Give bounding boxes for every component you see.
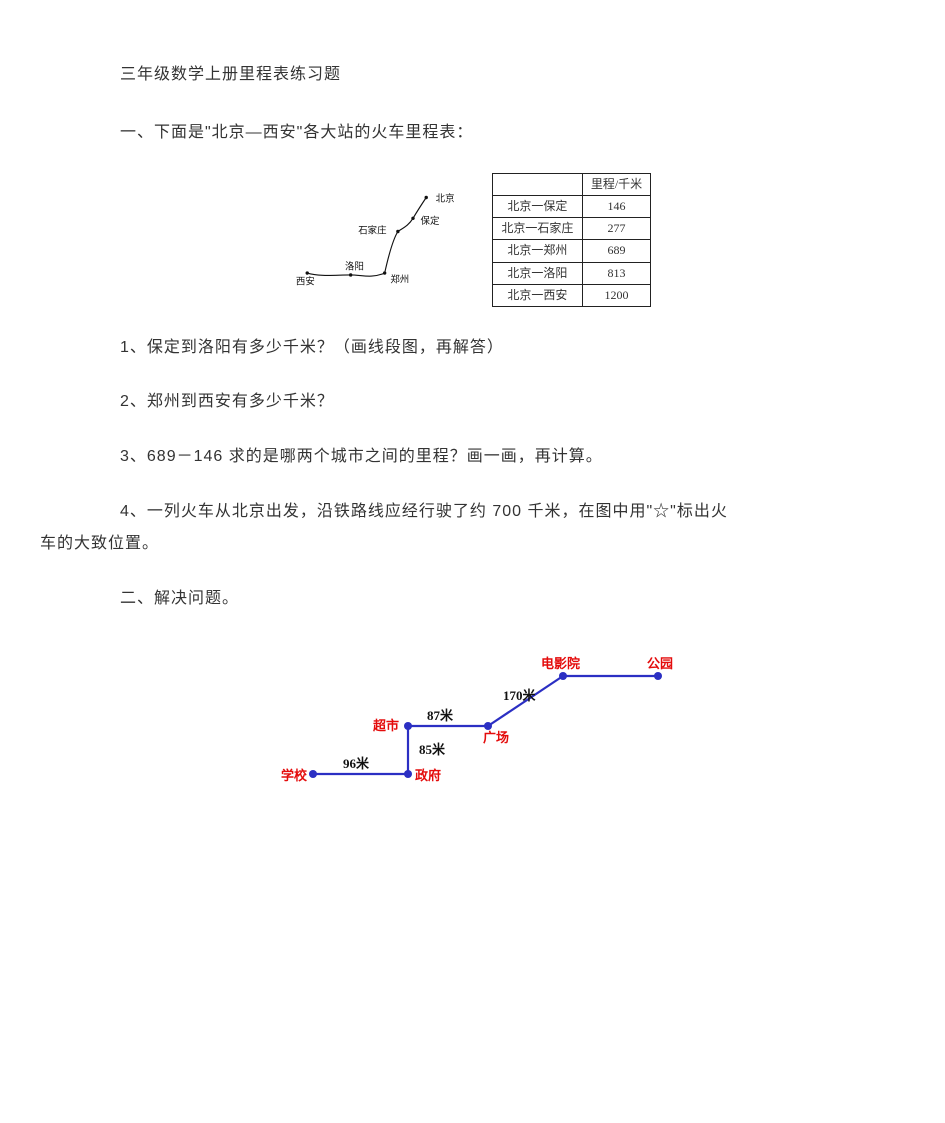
map-node-zhengzhou xyxy=(383,271,386,274)
route-place-label-cinema: 电影院 xyxy=(541,656,580,671)
mileage-table-body: 北京一保定146北京一石家庄277北京一郑州689北京一洛阳813北京一西安12… xyxy=(492,195,650,306)
section1-figure: 北京保定石家庄郑州洛阳西安 里程/千米 北京一保定146北京一石家庄277北京一… xyxy=(120,173,825,307)
route-place-label-school: 学校 xyxy=(281,768,308,783)
table-cell-km: 813 xyxy=(582,262,650,284)
route-distance-label: 96米 xyxy=(343,756,370,771)
map-label-beijing: 北京 xyxy=(435,192,454,204)
route-place-label-square: 广场 xyxy=(483,730,509,745)
table-row: 北京一西安1200 xyxy=(492,284,650,306)
table-cell-route: 北京一郑州 xyxy=(492,240,582,262)
table-cell-km: 277 xyxy=(582,218,650,240)
q1: 1、保定到洛阳有多少千米？（画线段图，再解答） xyxy=(120,333,825,363)
route-node-square xyxy=(484,722,492,730)
q3: 3、689－146 求的是哪两个城市之间的里程？画一画，再计算。 xyxy=(120,442,825,472)
train-route-map: 北京保定石家庄郑州 洛阳西安 xyxy=(294,185,464,295)
route-node-gov xyxy=(404,770,412,778)
q4: 4、一列火车从北京出发，沿铁路线应经行驶了约 700 千米，在图中用"☆"标出火… xyxy=(120,496,825,560)
worksheet-title: 三年级数学上册里程表练习题 xyxy=(120,60,825,90)
route-distance-label: 85米 xyxy=(419,742,446,757)
table-cell-route: 北京一石家庄 xyxy=(492,218,582,240)
map-label-luoyang: 洛阳 xyxy=(345,260,364,272)
map-label-xian: 西安 xyxy=(296,275,315,287)
route-place-label-gov: 政府 xyxy=(415,768,441,783)
map-node-xian xyxy=(305,271,308,274)
map-node-beijing xyxy=(424,196,427,199)
route-node-cinema xyxy=(559,672,567,680)
route-place-label-market: 超市 xyxy=(373,718,399,733)
map-node-luoyang xyxy=(349,273,352,276)
table-row: 北京一洛阳813 xyxy=(492,262,650,284)
street-route-diagram: 96米 85米 87米 170米学校 政府 超市广场 电影院 公园 xyxy=(263,634,683,799)
map-label-baoding: 保定 xyxy=(420,215,439,227)
route-place-label-park: 公园 xyxy=(647,656,673,671)
section2-heading: 二、解决问题。 xyxy=(120,584,825,614)
table-header-km: 里程/千米 xyxy=(582,173,650,195)
table-row: 北京一石家庄277 xyxy=(492,218,650,240)
section1-heading: 一、下面是"北京—西安"各大站的火车里程表： xyxy=(120,118,825,148)
mileage-table: 里程/千米 北京一保定146北京一石家庄277北京一郑州689北京一洛阳813北… xyxy=(492,173,651,307)
route-node-school xyxy=(309,770,317,778)
rail-path xyxy=(307,197,426,276)
map-label-zhengzhou: 郑州 xyxy=(390,273,409,285)
map-label-shijiazhuang: 石家庄 xyxy=(358,224,386,236)
q4-line1: 4、一列火车从北京出发，沿铁路线应经行驶了约 700 千米，在图中用"☆"标出火 xyxy=(120,503,728,520)
q2: 2、郑州到西安有多少千米？ xyxy=(120,387,825,417)
table-cell-route: 北京一保定 xyxy=(492,195,582,217)
table-row: 北京一保定146 xyxy=(492,195,650,217)
route-node-market xyxy=(404,722,412,730)
table-cell-route: 北京一洛阳 xyxy=(492,262,582,284)
map-node-baoding xyxy=(411,216,414,219)
table-row: 北京一郑州689 xyxy=(492,240,650,262)
map-node-shijiazhuang xyxy=(396,230,399,233)
table-cell-km: 146 xyxy=(582,195,650,217)
route-distance-label: 170米 xyxy=(503,688,537,703)
table-cell-km: 689 xyxy=(582,240,650,262)
table-cell-route: 北京一西安 xyxy=(492,284,582,306)
route-distance-label: 87米 xyxy=(427,708,454,723)
route-node-park xyxy=(654,672,662,680)
q4-line2: 车的大致位置。 xyxy=(40,528,159,560)
table-cell-km: 1200 xyxy=(582,284,650,306)
table-header-blank xyxy=(492,173,582,195)
